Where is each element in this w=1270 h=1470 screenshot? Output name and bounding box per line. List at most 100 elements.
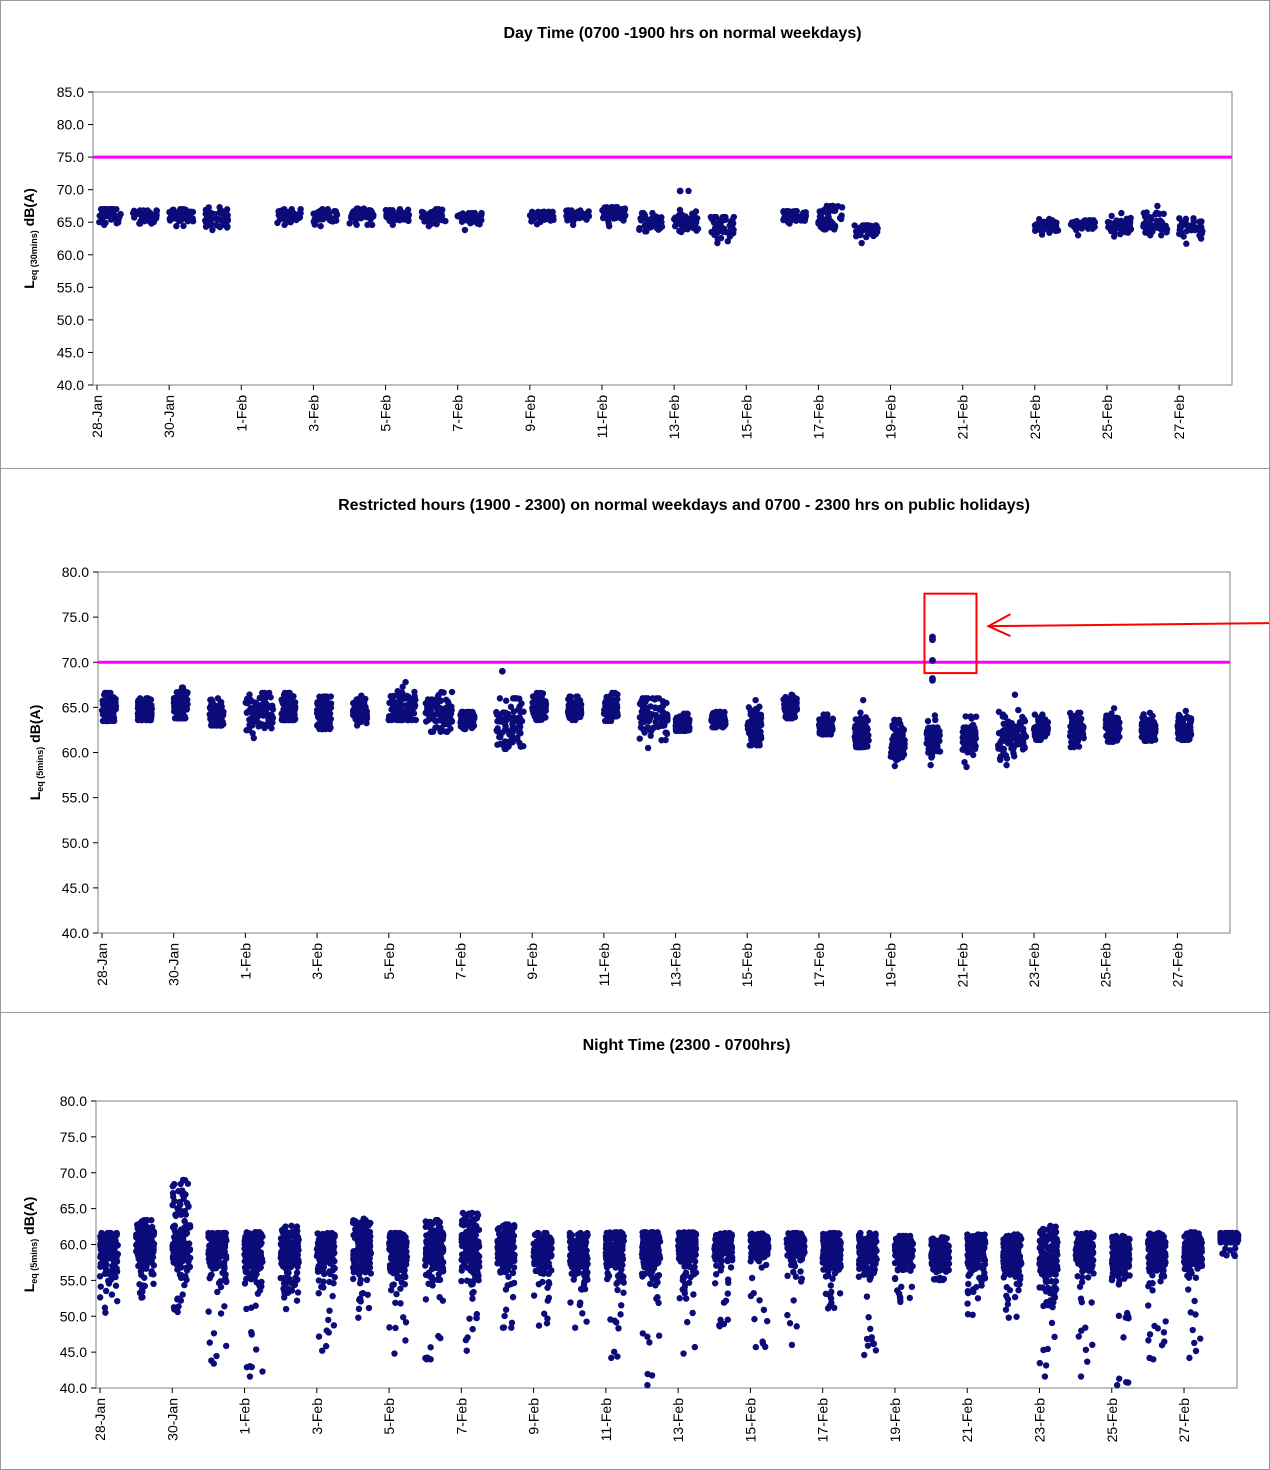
data-point xyxy=(213,1352,220,1360)
data-point xyxy=(432,206,440,213)
data-point xyxy=(681,218,689,225)
data-point xyxy=(241,1280,249,1287)
x-tick-label: 11-Feb xyxy=(594,395,610,439)
restricted-hours-chart-panel: Restricted hours (1900 - 2300) on normal… xyxy=(0,468,1270,1013)
data-point xyxy=(1111,720,1118,728)
data-point xyxy=(605,222,613,230)
data-point xyxy=(402,678,409,686)
data-point xyxy=(509,725,516,732)
data-point xyxy=(115,219,122,226)
data-point xyxy=(815,721,823,729)
data-point xyxy=(1118,209,1125,217)
data-point xyxy=(178,1227,185,1234)
data-point xyxy=(748,736,756,743)
data-point xyxy=(584,211,592,219)
data-point xyxy=(171,706,178,713)
data-point-group xyxy=(346,205,377,229)
y-tick-label: 65.0 xyxy=(60,1201,87,1217)
data-point xyxy=(1046,215,1053,223)
data-point xyxy=(137,1234,144,1241)
data-point xyxy=(320,720,327,728)
data-point xyxy=(318,725,325,733)
x-tick-label: 1-Feb xyxy=(233,395,249,432)
data-point xyxy=(967,713,974,720)
data-point xyxy=(1143,209,1150,216)
data-point xyxy=(1074,731,1082,738)
data-point-group xyxy=(166,206,197,230)
data-point xyxy=(101,221,108,229)
data-point xyxy=(97,1283,104,1290)
data-point xyxy=(784,715,791,722)
data-point xyxy=(602,708,609,715)
data-point xyxy=(458,218,466,225)
data-point xyxy=(782,693,789,701)
data-point xyxy=(924,725,932,732)
data-point xyxy=(390,692,397,700)
x-tick-label: 7-Feb xyxy=(450,395,466,432)
data-point-group xyxy=(132,1216,158,1301)
data-point xyxy=(652,704,659,712)
day-time-chart-panel: Day Time (0700 -1900 hrs on normal weekd… xyxy=(0,0,1270,469)
data-point xyxy=(147,716,154,724)
data-point xyxy=(176,217,183,225)
data-point xyxy=(139,1294,146,1301)
data-point xyxy=(324,206,332,213)
data-point xyxy=(207,209,214,216)
data-point xyxy=(217,210,225,217)
data-point xyxy=(1090,222,1097,230)
data-point xyxy=(167,213,175,221)
data-point xyxy=(821,218,829,225)
data-point xyxy=(245,708,252,715)
data-point xyxy=(574,698,581,706)
x-tick-label: 1-Feb xyxy=(237,1398,253,1435)
data-point xyxy=(101,1257,109,1264)
data-point xyxy=(602,699,609,707)
data-point xyxy=(421,216,428,223)
data-point-group xyxy=(1030,711,1052,744)
y-tick-label: 60.0 xyxy=(60,1237,87,1253)
data-point xyxy=(1197,235,1205,242)
data-point xyxy=(786,220,793,227)
data-point xyxy=(933,744,940,751)
data-point xyxy=(243,1266,250,1273)
data-point xyxy=(178,684,186,691)
data-point xyxy=(573,693,580,700)
data-point xyxy=(360,205,368,212)
data-point xyxy=(267,694,274,701)
data-point xyxy=(173,1260,180,1268)
data-point xyxy=(99,1243,106,1250)
data-point xyxy=(579,214,587,221)
data-point xyxy=(361,717,368,724)
data-point xyxy=(448,688,456,696)
data-point xyxy=(961,743,968,750)
data-point xyxy=(439,717,447,725)
data-point xyxy=(1121,223,1129,231)
data-point-group xyxy=(1175,215,1206,247)
data-point xyxy=(150,1231,157,1239)
data-point xyxy=(284,700,292,707)
y-tick-label: 70.0 xyxy=(57,182,84,198)
data-point xyxy=(1188,225,1196,233)
data-point xyxy=(1106,738,1114,745)
x-tick-label: 3-Feb xyxy=(309,1398,325,1435)
data-point xyxy=(144,207,151,214)
data-point xyxy=(181,1255,188,1262)
y-tick-label: 45.0 xyxy=(57,344,84,360)
data-point xyxy=(1146,709,1154,716)
data-point xyxy=(1176,215,1183,222)
data-point xyxy=(184,1225,192,1232)
data-point xyxy=(207,1272,214,1279)
data-point xyxy=(894,727,902,735)
data-point-group xyxy=(96,1229,121,1316)
data-point xyxy=(181,1217,188,1225)
data-point xyxy=(150,1280,157,1288)
data-point xyxy=(566,693,573,700)
data-point xyxy=(314,700,321,707)
data-point xyxy=(927,761,934,769)
data-point xyxy=(716,708,723,716)
data-point xyxy=(1015,734,1023,741)
data-point xyxy=(171,1197,178,1205)
data-point xyxy=(658,737,665,744)
plot-area xyxy=(92,91,1233,386)
x-tick-label: 17-Feb xyxy=(815,1398,831,1443)
